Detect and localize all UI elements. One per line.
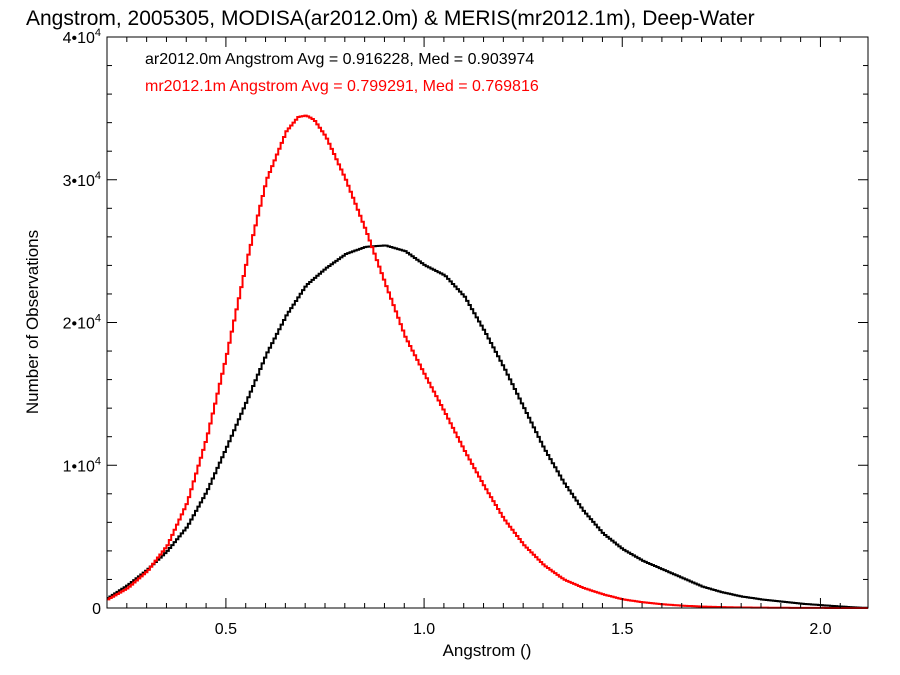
y-tick-label: 3•104 bbox=[63, 170, 101, 190]
x-tick-label: 0.5 bbox=[215, 621, 237, 638]
annotation-mr2012-1m: mr2012.1m Angstrom Avg = 0.799291, Med =… bbox=[145, 78, 539, 95]
plot-frame bbox=[106, 36, 869, 609]
x-axis-ticks: 0.5 1.0 1.5 2.0 bbox=[126, 37, 841, 638]
y-tick-label: 1•104 bbox=[63, 455, 101, 475]
series-line-ar2012-0m bbox=[107, 244, 868, 609]
series-line-mr2012-1m bbox=[107, 114, 868, 609]
x-axis-label: Angstrom () bbox=[443, 641, 532, 660]
x-tick-label: 1.0 bbox=[413, 621, 435, 638]
x-tick-label: 1.5 bbox=[611, 621, 633, 638]
y-axis-label: Number of Observations bbox=[23, 230, 42, 414]
series-layer bbox=[107, 114, 868, 609]
y-tick-label: 0 bbox=[92, 601, 101, 618]
y-axis-ticks: 0 1•104 2•104 3•104 4•104 bbox=[63, 27, 868, 618]
y-tick-label: 4•104 bbox=[63, 27, 101, 47]
chart-title: Angstrom, 2005305, MODISA(ar2012.0m) & M… bbox=[26, 7, 755, 30]
y-tick-label: 2•104 bbox=[63, 313, 101, 333]
legend-annotations: ar2012.0m Angstrom Avg = 0.916228, Med =… bbox=[145, 51, 539, 95]
annotation-ar2012-0m: ar2012.0m Angstrom Avg = 0.916228, Med =… bbox=[145, 51, 534, 68]
x-tick-label: 2.0 bbox=[809, 621, 831, 638]
